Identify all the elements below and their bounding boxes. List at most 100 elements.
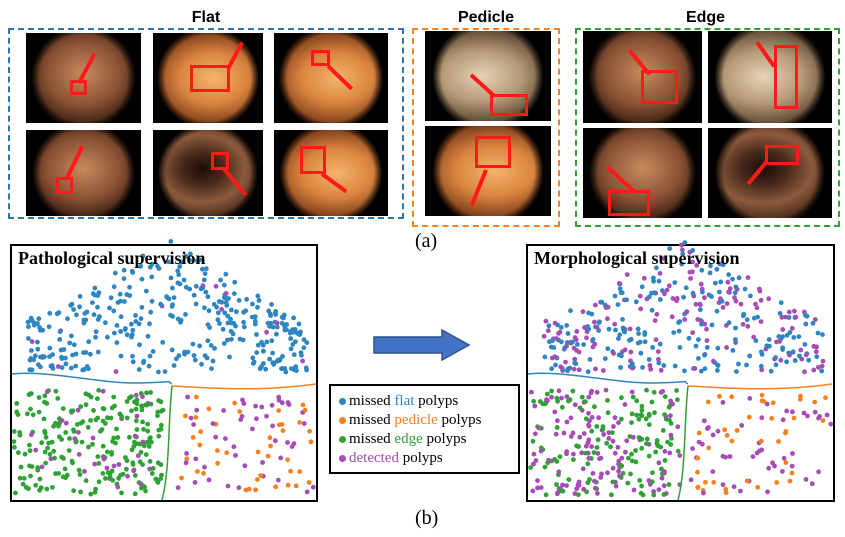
flat-point (183, 253, 189, 259)
flat-point (141, 360, 146, 365)
flat-point (133, 313, 138, 318)
detected-point (210, 421, 216, 426)
detected-point (576, 367, 582, 373)
flat-point (680, 251, 686, 257)
detected-point (611, 424, 616, 429)
edge-point (644, 441, 649, 446)
flat-point (642, 339, 648, 345)
edge-point (644, 387, 649, 393)
edge-point (618, 462, 624, 468)
flat-point (91, 312, 97, 318)
edge-point (147, 436, 153, 441)
flat-point (744, 362, 749, 368)
detected-point (789, 325, 795, 331)
flat-point (129, 334, 134, 340)
edge-point (605, 410, 611, 416)
detected-point (706, 425, 711, 430)
flat-point (714, 308, 720, 314)
edge-point (53, 420, 58, 426)
edge-point (126, 434, 132, 440)
edge-point (42, 430, 48, 436)
edge-point (22, 451, 28, 457)
detected-point (301, 421, 307, 426)
edge-point (155, 480, 161, 485)
edge-point (610, 479, 616, 485)
detected-point (276, 394, 282, 400)
flat-point (635, 326, 641, 332)
detected-point (641, 275, 647, 281)
detected-point (738, 488, 743, 494)
edge-point (37, 476, 43, 482)
edge-point (55, 396, 61, 401)
legend-keyword-detected: detected (349, 450, 399, 466)
flat-point (121, 267, 127, 273)
detected-point (711, 358, 716, 364)
detected-point (616, 458, 622, 464)
detected-point (780, 469, 785, 474)
flat-point (819, 368, 824, 374)
flat-point (236, 298, 242, 303)
edge-point (119, 490, 124, 496)
edge-point (583, 416, 589, 422)
pedicle-point (258, 473, 264, 478)
edge-point (600, 424, 606, 429)
edge-point (626, 455, 631, 461)
pedicle-point (759, 392, 765, 398)
detected-point (574, 486, 580, 492)
detected-point (581, 486, 587, 492)
flat-point (81, 350, 86, 355)
detected-point (778, 357, 784, 363)
flat-point (240, 337, 246, 343)
flat-point (270, 324, 276, 330)
edge-image-2 (708, 31, 832, 123)
flat-point (140, 253, 146, 259)
pedicle-point (224, 450, 230, 456)
flat-point (29, 367, 35, 373)
flat-point (602, 356, 608, 361)
edge-point (554, 459, 560, 464)
edge-point (26, 486, 31, 492)
detected-point (781, 455, 787, 461)
detected-point (564, 419, 570, 425)
edge-point (129, 408, 134, 414)
edge-point (576, 492, 581, 498)
detected-point (530, 488, 536, 494)
flat-point (696, 356, 701, 361)
edge-point (155, 409, 161, 415)
edge-point (649, 399, 655, 405)
flat-point (581, 342, 586, 347)
flat-point (661, 363, 667, 368)
edge-point (158, 462, 164, 468)
detected-point (790, 409, 795, 415)
detected-point (572, 356, 578, 362)
detected-point (816, 415, 821, 421)
detected-point (612, 415, 618, 421)
detected-point (629, 389, 635, 395)
flat-group-box (8, 28, 404, 219)
flat-point (115, 300, 121, 305)
detected-point (538, 448, 544, 454)
detected-point (269, 402, 275, 408)
flat-point (169, 347, 175, 353)
edge-point (133, 441, 139, 447)
pedicle-point (723, 490, 729, 496)
flat-point (74, 312, 79, 318)
pedicle-point (190, 435, 196, 440)
edge-point (96, 461, 102, 466)
detected-point (715, 428, 721, 434)
flat-point (147, 353, 153, 359)
edge-point (38, 485, 44, 491)
detected-point (556, 331, 561, 336)
flat-point (234, 309, 239, 315)
flat-point (118, 314, 124, 320)
pedicle-image-1 (425, 31, 551, 121)
flat-point (203, 266, 209, 272)
flat-point (197, 343, 203, 349)
legend-dot-flat (339, 398, 346, 406)
flat-point (86, 366, 91, 372)
pedicle-point (783, 460, 789, 465)
edge-point (591, 450, 597, 455)
detected-point (559, 395, 564, 401)
detected-point (731, 484, 737, 490)
flat-point (130, 353, 135, 359)
